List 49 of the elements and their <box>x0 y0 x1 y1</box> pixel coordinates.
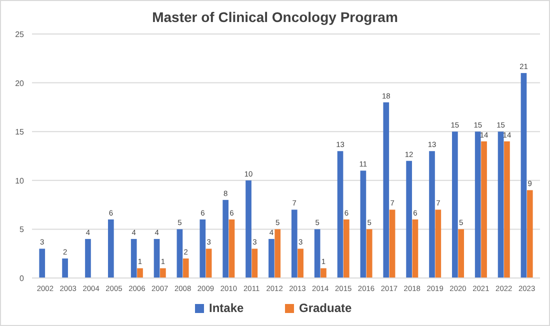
bar <box>200 219 206 278</box>
bar <box>435 210 442 278</box>
bar <box>429 151 435 278</box>
bar <box>412 219 418 278</box>
bar <box>458 229 464 278</box>
bar <box>366 229 372 278</box>
y-tick-label: 25 <box>15 30 25 39</box>
y-tick-label: 15 <box>15 128 25 137</box>
bar <box>320 268 326 278</box>
bar <box>85 238 91 278</box>
bar <box>481 141 487 278</box>
bar <box>298 248 304 278</box>
bar <box>222 200 229 278</box>
bar <box>228 219 235 278</box>
bar <box>154 238 160 278</box>
bar <box>360 170 366 278</box>
bar <box>246 180 252 278</box>
bar <box>39 248 46 278</box>
legend-label: Graduate <box>299 301 352 315</box>
bar <box>314 229 320 278</box>
bar <box>343 219 350 278</box>
bar <box>291 210 298 278</box>
y-tick-label: 5 <box>20 225 25 234</box>
bar <box>337 151 344 278</box>
bar <box>526 190 533 278</box>
legend-label: Intake <box>209 301 244 315</box>
bar <box>182 258 189 278</box>
bar <box>498 132 504 278</box>
bar <box>206 248 212 278</box>
bar <box>130 238 137 278</box>
bar <box>268 238 274 278</box>
y-tick-label: 10 <box>15 176 25 186</box>
bar <box>452 132 458 278</box>
bar <box>474 132 481 278</box>
bar <box>160 268 166 278</box>
y-tick-label: 0 <box>20 274 25 283</box>
chart-title: Master of Clinical Oncology Program <box>152 9 398 25</box>
bar <box>62 258 68 278</box>
bar <box>389 210 396 278</box>
bar <box>504 141 510 278</box>
bar <box>383 102 390 278</box>
y-tick-label: 20 <box>15 78 25 88</box>
bar <box>274 229 281 278</box>
bar <box>137 268 143 278</box>
bar <box>108 219 114 278</box>
bar <box>406 160 412 278</box>
bar <box>252 248 258 278</box>
bar <box>520 73 527 278</box>
bar <box>176 229 183 278</box>
